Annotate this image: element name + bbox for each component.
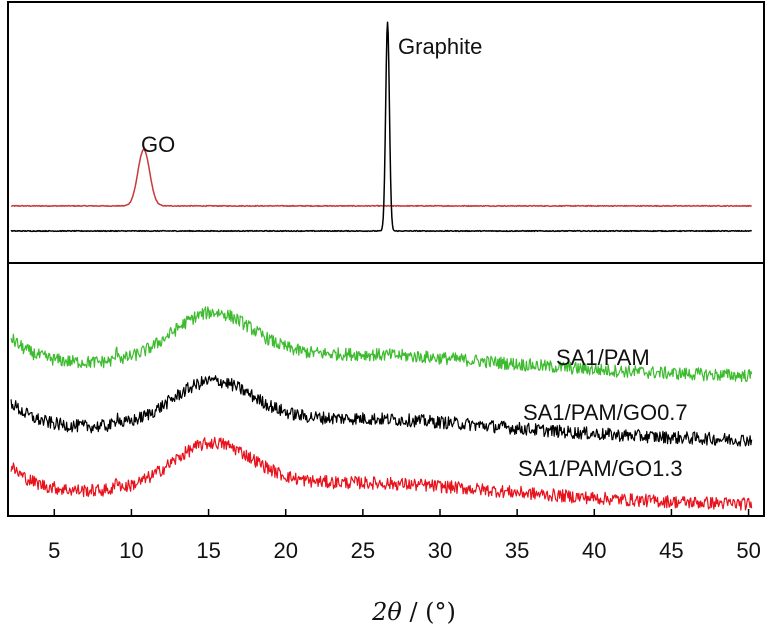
x-tick-label-5: 5 xyxy=(48,538,60,563)
x-tick-label-35: 35 xyxy=(505,538,529,563)
x-tick-label-30: 30 xyxy=(428,538,452,563)
series-label-sa1-pam-go1-3: SA1/PAM/GO1.3 xyxy=(518,456,683,481)
x-tick-label-10: 10 xyxy=(119,538,143,563)
series-label-sa1-pam: SA1/PAM xyxy=(556,345,650,370)
x-tick-label-40: 40 xyxy=(582,538,606,563)
x-tick-label-25: 25 xyxy=(351,538,375,563)
series-line-sa1-pam xyxy=(10,306,753,383)
series-label-sa1-pam-go0-7: SA1/PAM/GO0.7 xyxy=(523,400,688,425)
series-line-sa1-pam-go0-7 xyxy=(10,375,753,447)
x-axis-label-unit: / (°) xyxy=(402,598,456,626)
annotation-graphite: Graphite xyxy=(398,34,482,59)
top-panel-series xyxy=(10,21,752,233)
plot-frame xyxy=(7,1,765,517)
series-line-graphite xyxy=(10,21,752,233)
x-tick-label-20: 20 xyxy=(273,538,297,563)
x-tick-label-15: 15 xyxy=(196,538,220,563)
x-axis-label-symbol: 2θ xyxy=(371,598,402,626)
x-tick-label-50: 50 xyxy=(736,538,760,563)
x-tick-label-45: 45 xyxy=(659,538,683,563)
x-axis-ticks: 5 10 15 20 25 30 35 40 45 50 xyxy=(48,509,761,563)
annotation-go: GO xyxy=(141,132,175,157)
bottom-panel-series xyxy=(10,306,753,511)
series-line-sa1-pam-go1-3 xyxy=(10,436,753,511)
series-line-go xyxy=(10,148,752,208)
x-axis-label: 2θ / (°) xyxy=(371,598,456,626)
